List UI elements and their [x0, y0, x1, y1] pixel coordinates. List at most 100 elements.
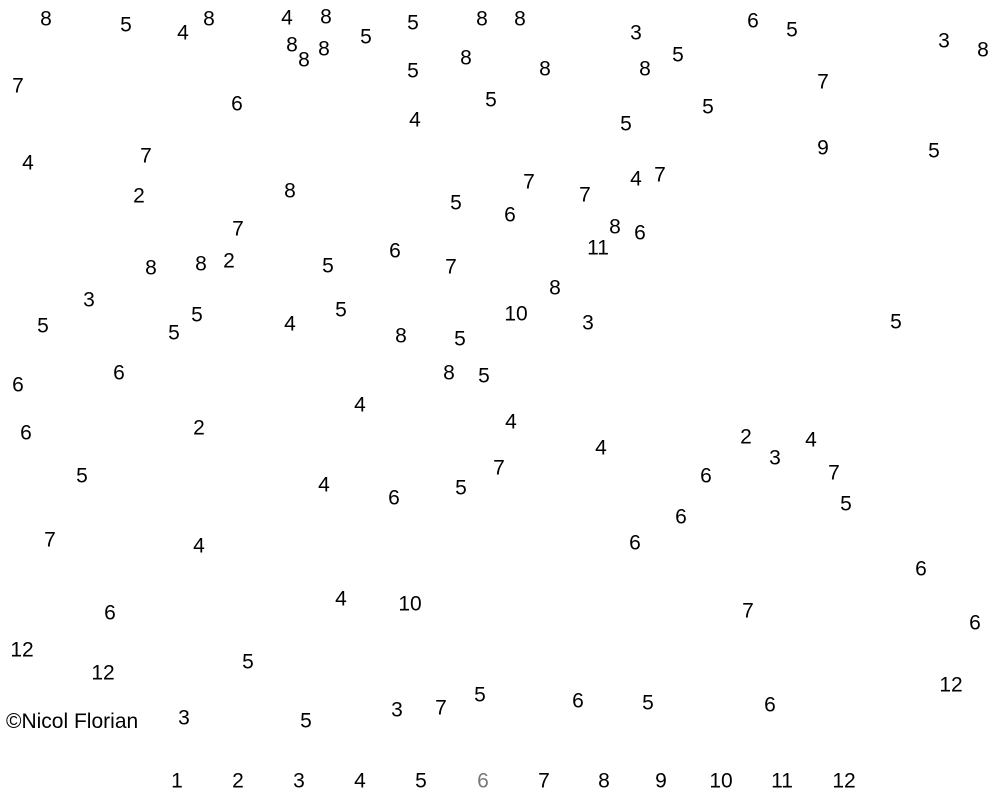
region-number[interactable]: 5 — [454, 327, 466, 351]
region-number[interactable]: 8 — [977, 38, 989, 62]
region-number[interactable]: 5 — [360, 25, 372, 49]
region-number[interactable]: 8 — [320, 5, 332, 29]
region-number[interactable]: 8 — [145, 256, 157, 280]
region-number[interactable]: 8 — [549, 276, 561, 300]
region-number[interactable]: 5 — [76, 464, 88, 488]
region-number[interactable]: 8 — [40, 7, 52, 31]
region-number[interactable]: 6 — [969, 611, 981, 635]
region-number[interactable]: 2 — [133, 184, 145, 208]
region-number[interactable]: 5 — [928, 139, 940, 163]
region-number[interactable]: 8 — [476, 7, 488, 31]
region-number[interactable]: 9 — [817, 136, 829, 160]
region-number[interactable]: 7 — [742, 599, 754, 623]
region-number[interactable]: 8 — [443, 361, 455, 385]
region-number[interactable]: 12 — [10, 638, 34, 662]
region-number[interactable]: 4 — [505, 410, 517, 434]
region-number[interactable]: 4 — [595, 436, 607, 460]
region-number[interactable]: 4 — [318, 473, 330, 497]
region-number[interactable]: 8 — [318, 37, 330, 61]
region-number[interactable]: 5 — [407, 59, 419, 83]
region-number[interactable]: 3 — [178, 706, 190, 730]
region-number[interactable]: 8 — [514, 7, 526, 31]
region-number[interactable]: 3 — [83, 288, 95, 312]
region-number[interactable]: 4 — [22, 151, 34, 175]
region-number[interactable]: 2 — [223, 249, 235, 273]
region-number[interactable]: 5 — [455, 476, 467, 500]
region-number[interactable]: 4 — [354, 393, 366, 417]
region-number[interactable]: 10 — [504, 302, 528, 326]
region-number[interactable]: 5 — [168, 321, 180, 345]
region-number[interactable]: 5 — [485, 88, 497, 112]
region-number[interactable]: 5 — [120, 13, 132, 37]
region-number[interactable]: 8 — [298, 48, 310, 72]
region-number[interactable]: 7 — [523, 170, 535, 194]
legend-number-12[interactable]: 12 — [832, 769, 856, 793]
region-number[interactable]: 4 — [409, 108, 421, 132]
region-number[interactable]: 2 — [740, 425, 752, 449]
region-number[interactable]: 4 — [805, 428, 817, 452]
region-number[interactable]: 6 — [915, 557, 927, 581]
region-number[interactable]: 6 — [388, 486, 400, 510]
region-number[interactable]: 5 — [407, 11, 419, 35]
region-number[interactable]: 6 — [113, 361, 125, 385]
region-number[interactable]: 4 — [193, 534, 205, 558]
region-number[interactable]: 8 — [203, 7, 215, 31]
legend-number-6[interactable]: 6 — [477, 769, 489, 793]
legend-number-7[interactable]: 7 — [538, 769, 550, 793]
legend-number-11[interactable]: 11 — [771, 769, 793, 793]
region-number[interactable]: 7 — [445, 255, 457, 279]
region-number[interactable]: 5 — [620, 112, 632, 136]
legend-number-8[interactable]: 8 — [598, 769, 610, 793]
region-number[interactable]: 6 — [389, 239, 401, 263]
legend-number-10[interactable]: 10 — [709, 769, 733, 793]
region-number[interactable]: 7 — [817, 70, 829, 94]
legend-number-5[interactable]: 5 — [415, 769, 427, 793]
region-number[interactable]: 5 — [840, 492, 852, 516]
region-number[interactable]: 5 — [890, 310, 902, 334]
region-number[interactable]: 8 — [609, 215, 621, 239]
region-number[interactable]: 6 — [231, 92, 243, 116]
legend-number-1[interactable]: 1 — [171, 769, 183, 793]
region-number[interactable]: 5 — [322, 254, 334, 278]
region-number[interactable]: 5 — [191, 303, 203, 327]
region-number[interactable]: 5 — [450, 191, 462, 215]
region-number[interactable]: 3 — [769, 446, 781, 470]
region-number[interactable]: 3 — [391, 698, 403, 722]
legend-number-4[interactable]: 4 — [354, 769, 366, 793]
region-number[interactable]: 8 — [460, 46, 472, 70]
legend-number-2[interactable]: 2 — [232, 769, 244, 793]
region-number[interactable]: 6 — [700, 464, 712, 488]
region-number[interactable]: 7 — [44, 528, 56, 552]
region-number[interactable]: 5 — [672, 43, 684, 67]
region-number[interactable]: 5 — [786, 18, 798, 42]
region-number[interactable]: 5 — [474, 683, 486, 707]
region-number[interactable]: 5 — [300, 709, 312, 733]
region-number[interactable]: 7 — [232, 217, 244, 241]
region-number[interactable]: 8 — [284, 179, 296, 203]
region-number[interactable]: 6 — [634, 221, 646, 245]
region-number[interactable]: 5 — [335, 298, 347, 322]
region-number[interactable]: 12 — [939, 673, 963, 697]
region-number[interactable]: 3 — [630, 21, 642, 45]
region-number[interactable]: 8 — [639, 57, 651, 81]
region-number[interactable]: 6 — [572, 689, 584, 713]
region-number[interactable]: 6 — [20, 421, 32, 445]
region-number[interactable]: 5 — [702, 95, 714, 119]
region-number[interactable]: 8 — [539, 57, 551, 81]
region-number[interactable]: 7 — [140, 144, 152, 168]
region-number[interactable]: 7 — [12, 74, 24, 98]
region-number[interactable]: 4 — [281, 6, 293, 30]
region-number[interactable]: 8 — [195, 252, 207, 276]
legend-number-9[interactable]: 9 — [655, 769, 667, 793]
region-number[interactable]: 3 — [938, 29, 950, 53]
region-number[interactable]: 11 — [587, 236, 609, 260]
region-number[interactable]: 7 — [493, 456, 505, 480]
region-number[interactable]: 8 — [286, 33, 298, 57]
region-number[interactable]: 12 — [91, 661, 115, 685]
region-number[interactable]: 6 — [747, 9, 759, 33]
legend-number-3[interactable]: 3 — [293, 769, 305, 793]
region-number[interactable]: 7 — [654, 163, 666, 187]
region-number[interactable]: 4 — [177, 21, 189, 45]
region-number[interactable]: 4 — [335, 587, 347, 611]
region-number[interactable]: 6 — [12, 373, 24, 397]
